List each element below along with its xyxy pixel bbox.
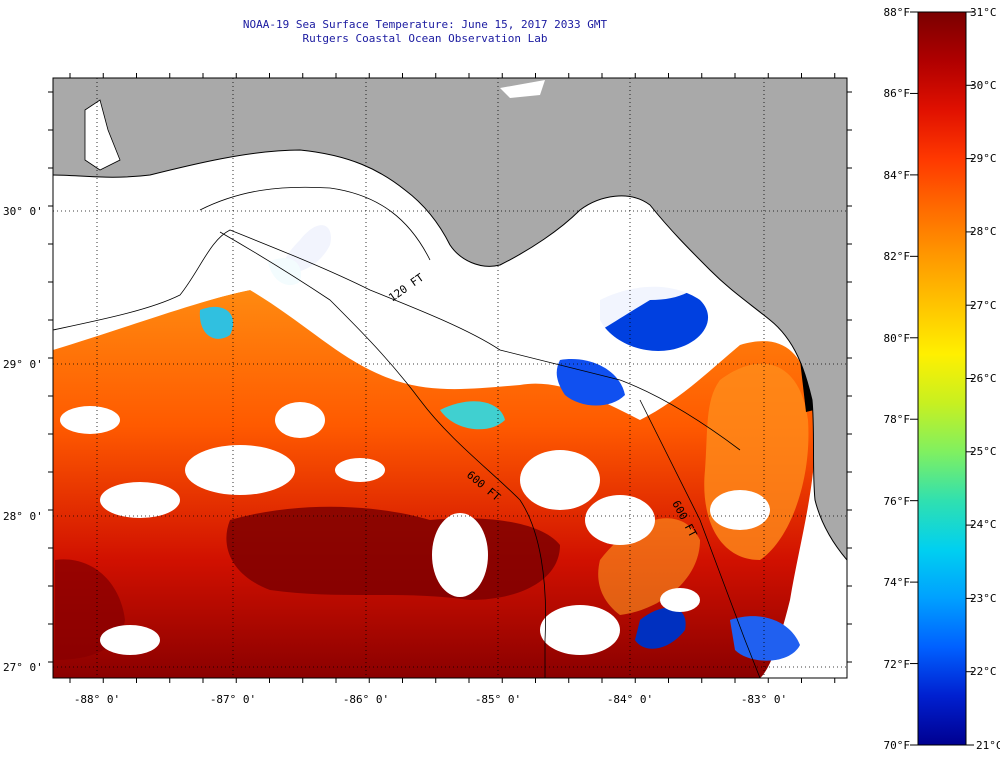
- colorbar-c-label: 28°C: [970, 225, 997, 238]
- colorbar-c-label: 31°C: [970, 6, 997, 19]
- map-frame: [52, 77, 848, 679]
- colorbar-c-label: 22°C: [970, 665, 997, 678]
- colorbar-f-label: 84°F: [884, 169, 911, 182]
- land: [53, 78, 847, 560]
- colorbar-ticks: [910, 11, 974, 746]
- lon-label: -84° 0': [607, 693, 653, 706]
- map-title: NOAA-19 Sea Surface Temperature: June 15…: [242, 18, 608, 31]
- map-subtitle: Rutgers Coastal Ocean Observation Lab: [302, 32, 548, 45]
- lon-label: -83° 0': [741, 693, 787, 706]
- graticule: [53, 78, 847, 678]
- lon-label: -86° 0': [343, 693, 389, 706]
- lon-label: -85° 0': [475, 693, 521, 706]
- colorbar-c-label: 23°C: [970, 592, 997, 605]
- colorbar-f-label: 88°F: [884, 6, 911, 19]
- colorbar-f-label: 82°F: [884, 250, 911, 263]
- colorbar-f-label: 80°F: [884, 332, 911, 345]
- colorbar-f-label: 74°F: [884, 576, 911, 589]
- colorbar-f-label: 70°F: [884, 739, 911, 752]
- colorbar: [917, 11, 967, 746]
- contour-600ft: [219, 231, 546, 678]
- colorbar-f-label: 78°F: [884, 413, 911, 426]
- colorbar-f-label: 86°F: [884, 87, 911, 100]
- colorbar-c-label: 29°C: [970, 152, 997, 165]
- colorbar-c-label: 26°C: [970, 372, 997, 385]
- lat-label: 27° 0': [3, 661, 43, 674]
- lat-label: 28° 0': [3, 510, 43, 523]
- colorbar-f-label: 76°F: [884, 495, 911, 508]
- colorbar-c-label: 25°C: [970, 445, 997, 458]
- colorbar-c-label: 24°C: [970, 518, 997, 531]
- lon-label: -87° 0': [210, 693, 256, 706]
- colorbar-c-label: 30°C: [970, 79, 997, 92]
- lon-label: -88° 0': [74, 693, 120, 706]
- lat-label: 30° 0': [3, 205, 43, 218]
- colorbar-f-label: 72°F: [884, 658, 911, 671]
- contour-120ft: [53, 229, 741, 451]
- lat-label: 29° 0': [3, 358, 43, 371]
- cloud-gaps: [60, 402, 770, 655]
- colorbar-c-label: 27°C: [970, 299, 997, 312]
- colorbar-c-label: 21°C: [976, 739, 1000, 752]
